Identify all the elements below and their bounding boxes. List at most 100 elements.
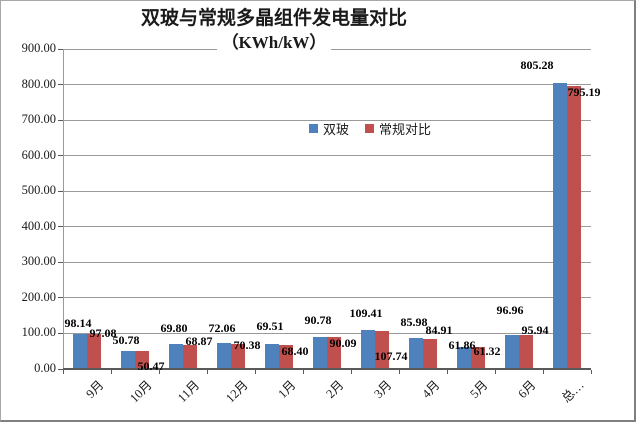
bar-shuangbo (361, 330, 375, 369)
x-axis-label: 12月 (223, 377, 251, 406)
legend-item-shuangbo: 双玻 (309, 119, 349, 138)
y-axis-tick (58, 190, 63, 192)
data-label: 68.40 (281, 344, 309, 358)
data-label: 68.87 (185, 334, 213, 348)
gridline (63, 119, 591, 121)
x-axis-tick (495, 370, 496, 374)
bar-shuangbo (121, 350, 135, 369)
y-axis-label: 0.00 (34, 361, 56, 375)
gridline (63, 84, 591, 86)
y-axis-tick (58, 261, 63, 263)
gridline (63, 297, 591, 299)
bar-shuangbo (505, 334, 519, 369)
bar-changgui (423, 338, 437, 369)
x-axis-tick (591, 370, 592, 374)
y-axis-label: 500.00 (21, 183, 56, 198)
y-axis-tick (58, 226, 63, 228)
x-axis-label: 2月 (323, 377, 347, 401)
x-axis-tick (207, 370, 208, 374)
bar-shuangbo (217, 343, 231, 369)
bar-changgui (183, 344, 197, 369)
data-label: 109.41 (349, 306, 383, 320)
gridline (63, 332, 591, 334)
y-axis-label: 300.00 (21, 254, 56, 269)
legend-swatch-red (365, 124, 375, 133)
x-axis-label: 总… (559, 377, 587, 406)
gridline (63, 155, 591, 157)
x-axis-tick (159, 370, 160, 374)
y-axis-tick (58, 84, 63, 86)
bar-changgui (231, 343, 245, 369)
data-label: 84.91 (425, 323, 453, 337)
data-label: 61.86 (448, 338, 476, 352)
data-label: 50.47 (137, 359, 165, 373)
gridline (63, 261, 591, 263)
bar-changgui (519, 334, 533, 369)
x-axis-label: 10月 (127, 377, 155, 406)
data-label: 85.98 (400, 315, 428, 329)
legend: 双玻 常规对比 (309, 119, 431, 138)
bar-shuangbo (265, 344, 279, 369)
y-axis-label: 100.00 (21, 325, 56, 340)
data-label: 107.74 (374, 349, 408, 363)
chart-title-line1: 双玻与常规多晶组件发电量对比 (140, 8, 407, 29)
gridline (63, 190, 591, 192)
y-axis-label: 900.00 (21, 41, 56, 55)
data-label: 69.80 (160, 321, 188, 335)
data-label: 90.09 (329, 336, 357, 350)
bar-changgui (87, 334, 101, 369)
bar-changgui (327, 336, 341, 369)
data-label: 96.96 (496, 303, 524, 317)
chart-title: 双玻与常规多晶组件发电量对比 （KWh/kW） (74, 6, 474, 55)
y-axis-label: 400.00 (21, 218, 56, 233)
data-label: 72.06 (208, 321, 236, 335)
x-axis-tick (447, 370, 448, 374)
y-axis-tick (58, 332, 63, 334)
data-label: 795.19 (567, 85, 601, 99)
legend-swatch-blue (309, 124, 318, 133)
gridline (63, 368, 591, 370)
x-axis-label: 9月 (83, 377, 107, 401)
x-axis-tick (111, 370, 112, 374)
bar-shuangbo (457, 347, 471, 369)
data-label: 61.32 (473, 344, 501, 358)
x-axis-label: 5月 (467, 377, 491, 401)
bar-shuangbo (313, 336, 327, 369)
y-axis-label: 800.00 (21, 76, 56, 91)
y-axis-label: 200.00 (21, 289, 56, 304)
data-label: 70.38 (233, 338, 261, 352)
y-axis-tick (58, 155, 63, 157)
bar-shuangbo (409, 338, 423, 369)
data-label: 90.78 (304, 313, 332, 327)
data-label: 95.94 (521, 323, 549, 337)
y-axis-tick (58, 119, 63, 121)
x-axis-tick (303, 370, 304, 374)
legend-item-changgui: 常规对比 (365, 119, 431, 138)
gridline (63, 226, 591, 228)
bar-changgui (375, 330, 389, 369)
bar-changgui (567, 86, 581, 369)
x-axis-tick (255, 370, 256, 374)
x-axis-tick (399, 370, 400, 374)
bar-shuangbo (169, 344, 183, 369)
chart-title-line2: （KWh/kW） (216, 31, 332, 55)
bar-shuangbo (553, 82, 567, 369)
data-label: 98.14 (64, 316, 92, 330)
x-axis-tick (543, 370, 544, 374)
x-axis-tick (63, 370, 64, 374)
bar-changgui (471, 347, 485, 369)
y-axis-line (63, 49, 64, 369)
bar-changgui (135, 351, 149, 369)
bar-shuangbo (73, 334, 87, 369)
y-axis-label: 700.00 (21, 112, 56, 127)
x-axis-label: 4月 (419, 377, 443, 401)
data-label: 805.28 (520, 58, 554, 72)
y-axis-label: 600.00 (21, 147, 56, 162)
data-label: 50.78 (112, 333, 140, 347)
data-label: 97.08 (89, 326, 117, 340)
x-axis-tick (351, 370, 352, 374)
legend-label-changgui: 常规对比 (379, 122, 432, 137)
data-label: 69.51 (256, 319, 284, 333)
y-axis-tick (58, 297, 63, 299)
y-axis-tick (58, 368, 63, 370)
